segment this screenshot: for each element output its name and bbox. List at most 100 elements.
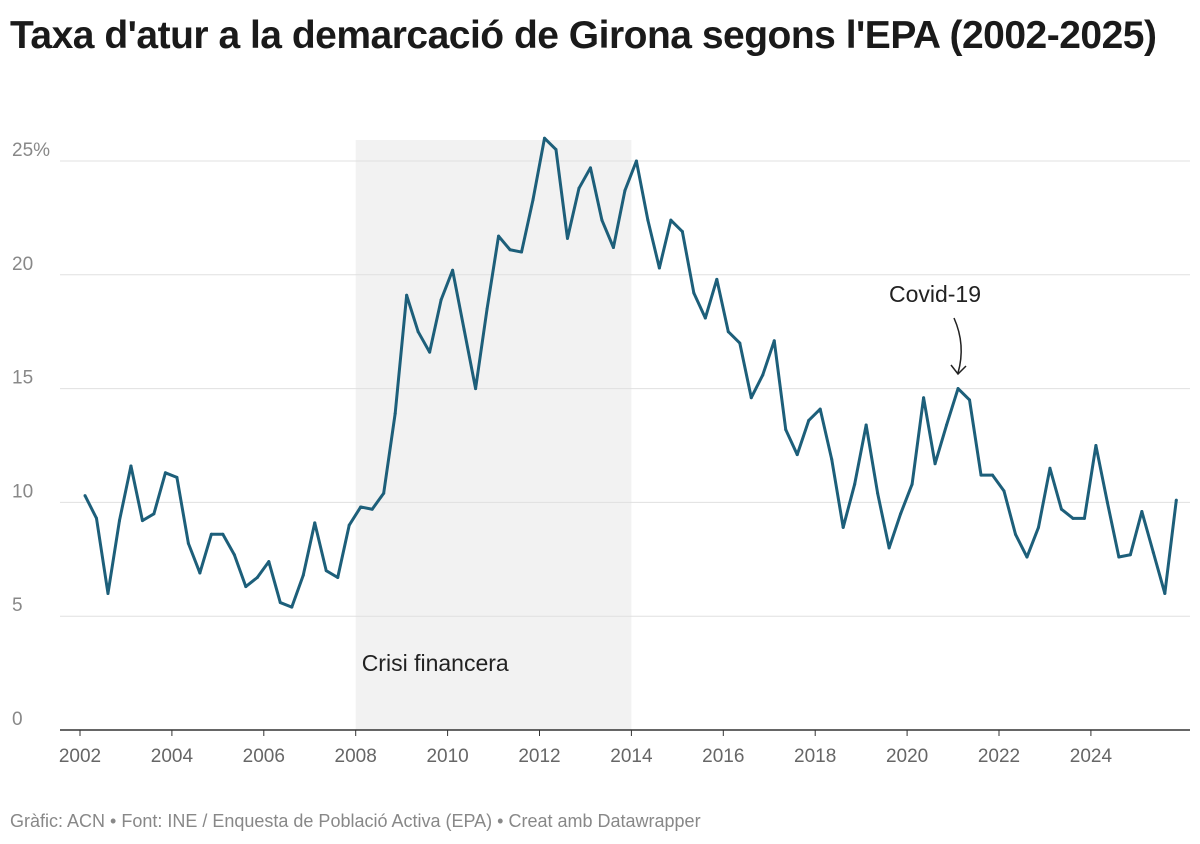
data-point bbox=[462, 327, 466, 331]
data-point bbox=[278, 601, 282, 605]
data-point bbox=[439, 298, 443, 302]
data-point bbox=[1128, 553, 1132, 557]
data-point bbox=[600, 218, 604, 222]
data-point bbox=[646, 218, 650, 222]
data-point bbox=[255, 576, 259, 580]
data-point bbox=[232, 553, 236, 557]
data-point bbox=[163, 471, 167, 475]
data-point bbox=[1059, 507, 1063, 511]
y-tick-label: 25% bbox=[12, 140, 50, 161]
data-point bbox=[761, 373, 765, 377]
data-point bbox=[336, 576, 340, 580]
data-point bbox=[324, 569, 328, 573]
data-point bbox=[922, 396, 926, 400]
data-point bbox=[784, 428, 788, 432]
data-point bbox=[313, 521, 317, 525]
data-point bbox=[1082, 516, 1086, 520]
data-point bbox=[715, 277, 719, 281]
data-point bbox=[152, 512, 156, 516]
data-point bbox=[1013, 532, 1017, 536]
data-point bbox=[267, 560, 271, 564]
data-point bbox=[1094, 444, 1098, 447]
data-point bbox=[979, 473, 983, 477]
data-point bbox=[140, 519, 144, 523]
data-point bbox=[1002, 489, 1006, 493]
chart-footer: Gràfic: ACN • Font: INE / Enquesta de Po… bbox=[10, 811, 701, 831]
data-point bbox=[1025, 555, 1029, 559]
x-tick-label: 2020 bbox=[886, 746, 928, 767]
data-point bbox=[1071, 516, 1075, 520]
x-tick-label: 2008 bbox=[335, 746, 377, 767]
x-tick-label: 2012 bbox=[518, 746, 560, 767]
x-tick-label: 2022 bbox=[978, 746, 1020, 767]
data-point bbox=[175, 475, 179, 479]
data-point bbox=[543, 136, 546, 140]
data-point bbox=[933, 462, 937, 466]
data-point bbox=[657, 266, 661, 270]
data-point bbox=[1163, 591, 1167, 595]
data-point bbox=[508, 248, 512, 252]
data-point bbox=[428, 350, 432, 354]
data-point bbox=[1036, 525, 1040, 529]
data-point bbox=[106, 591, 110, 595]
data-point bbox=[554, 148, 558, 152]
data-point bbox=[1105, 500, 1109, 504]
data-point bbox=[807, 418, 811, 422]
data-point bbox=[221, 532, 225, 536]
crisis-band bbox=[355, 140, 632, 730]
data-point bbox=[1151, 550, 1155, 554]
data-point bbox=[588, 166, 592, 170]
data-point bbox=[290, 605, 294, 609]
data-point bbox=[864, 423, 868, 427]
y-tick-label: 10 bbox=[12, 481, 33, 502]
data-point bbox=[474, 387, 478, 391]
data-point bbox=[887, 546, 891, 550]
data-point bbox=[531, 198, 535, 202]
x-tick-label: 2010 bbox=[426, 746, 468, 767]
data-point bbox=[634, 159, 638, 163]
data-point bbox=[956, 387, 960, 391]
data-point bbox=[1174, 498, 1178, 502]
data-point bbox=[818, 407, 822, 411]
data-point bbox=[703, 316, 707, 320]
data-point bbox=[117, 519, 121, 523]
data-point bbox=[991, 473, 995, 477]
y-tick-label: 5 bbox=[12, 595, 23, 616]
data-point bbox=[393, 412, 397, 416]
data-point bbox=[680, 230, 684, 234]
data-point bbox=[738, 341, 742, 345]
data-point bbox=[301, 573, 305, 577]
data-point bbox=[405, 293, 409, 297]
data-point bbox=[451, 268, 455, 272]
data-point bbox=[968, 398, 972, 402]
data-point bbox=[244, 585, 248, 589]
data-point bbox=[94, 516, 98, 520]
data-point bbox=[910, 482, 914, 486]
data-point bbox=[198, 571, 202, 575]
data-point bbox=[83, 494, 87, 498]
chart-title: Taxa d'atur a la demarcació de Girona se… bbox=[10, 14, 1157, 57]
data-point bbox=[726, 330, 730, 334]
x-tick-label: 2024 bbox=[1070, 746, 1113, 767]
x-tick-label: 2004 bbox=[151, 746, 194, 767]
data-point bbox=[669, 218, 673, 222]
data-point bbox=[565, 236, 569, 240]
data-point bbox=[853, 482, 857, 486]
data-point bbox=[382, 491, 386, 495]
y-tick-label: 20 bbox=[12, 254, 33, 275]
data-point bbox=[841, 525, 845, 529]
data-point bbox=[1140, 510, 1144, 514]
data-point bbox=[876, 491, 880, 495]
data-point bbox=[945, 423, 949, 427]
data-point bbox=[577, 186, 581, 190]
data-point bbox=[370, 507, 374, 511]
data-point bbox=[416, 330, 420, 334]
data-point bbox=[749, 396, 753, 400]
data-point bbox=[347, 523, 351, 527]
x-tick-label: 2018 bbox=[794, 746, 836, 767]
data-point bbox=[186, 541, 190, 545]
data-point bbox=[1117, 555, 1121, 559]
data-point bbox=[623, 189, 627, 193]
